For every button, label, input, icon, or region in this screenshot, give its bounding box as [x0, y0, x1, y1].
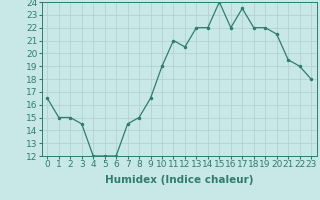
X-axis label: Humidex (Indice chaleur): Humidex (Indice chaleur) [105, 175, 253, 185]
